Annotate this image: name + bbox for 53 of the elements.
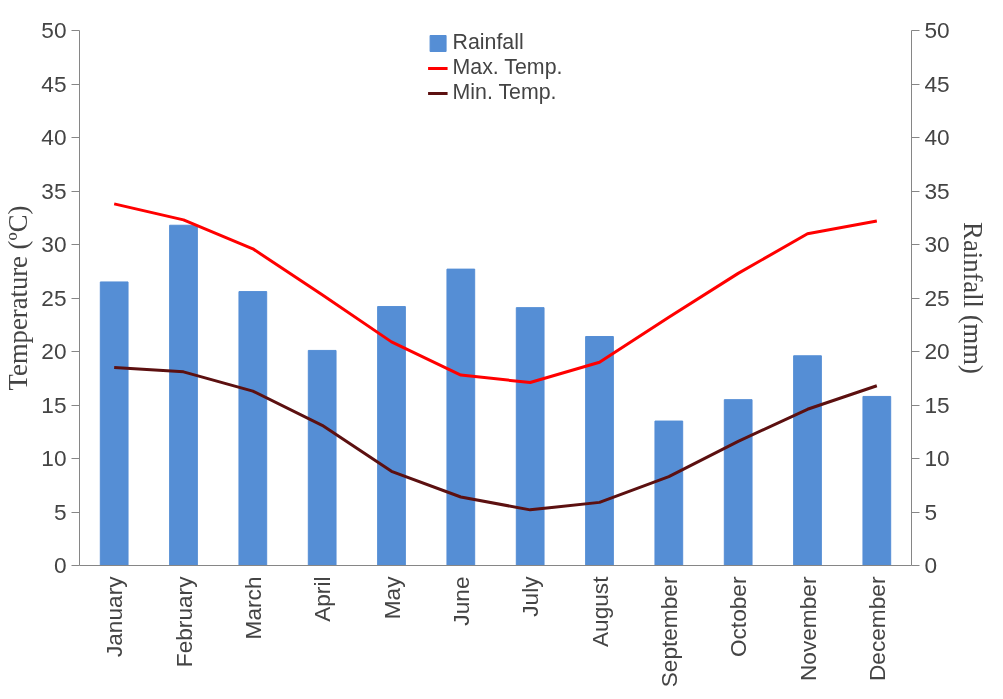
bar [446,268,476,566]
y-tick-label: 30 [41,231,67,257]
bar [654,420,684,566]
x-tick-label: May [378,575,405,620]
legend-label: Min. Temp. [452,80,557,105]
x-tick-label: January [101,575,128,658]
bar [723,399,753,566]
bar [238,291,268,566]
legend-label: Max. Temp. [452,55,563,80]
x-tick-label: November [794,576,821,682]
y2-tick-label: 30 [924,231,950,257]
bar [377,306,406,566]
y2-tick-label: 0 [924,552,938,578]
x-tick-label: July [517,575,544,617]
y2-tick-label: 45 [924,70,950,97]
y2-tick-label: 25 [924,284,950,311]
y-tick-label: 25 [41,284,67,311]
y-tick-label: 45 [41,70,67,97]
bar [515,307,545,566]
y-tick-label: 20 [41,338,67,364]
x-tick-label: October [725,576,752,658]
y2-tick-label: 10 [924,445,950,471]
x-tick-label: April [309,576,336,622]
x-tick-label: December [863,576,890,682]
y2-tick-label: 40 [924,124,950,150]
y2-axis-title: Rainfall (mm) [957,222,988,374]
x-tick-label: June [447,576,474,626]
y-tick-label: 35 [41,177,67,204]
x-tick-label: August [586,575,613,648]
bar [862,395,892,566]
y-tick-label: 50 [41,17,67,43]
y2-tick-label: 20 [924,338,950,364]
bar [585,336,614,566]
x-tick-label: September [655,576,682,688]
y2-tick-label: 50 [924,17,950,43]
y2-tick-label: 5 [924,498,938,525]
bar [99,281,129,566]
y-tick-label: 15 [41,391,67,418]
y2-tick-label: 15 [924,391,950,418]
y-tick-label: 10 [41,445,67,471]
legend-label: Rainfall [452,30,524,55]
x-tick-label: February [170,575,197,668]
line-series [112,366,879,512]
bar [307,349,337,566]
x-tick-label: March [239,576,266,640]
line-series [112,202,879,385]
y-tick-label: 5 [53,498,67,525]
y2-tick-label: 35 [924,177,950,204]
y-tick-label: 0 [53,552,67,578]
y-axis-title: Temperature (ºC) [3,205,34,391]
y-tick-label: 40 [41,124,67,150]
bar [169,224,198,566]
bar [793,355,822,566]
